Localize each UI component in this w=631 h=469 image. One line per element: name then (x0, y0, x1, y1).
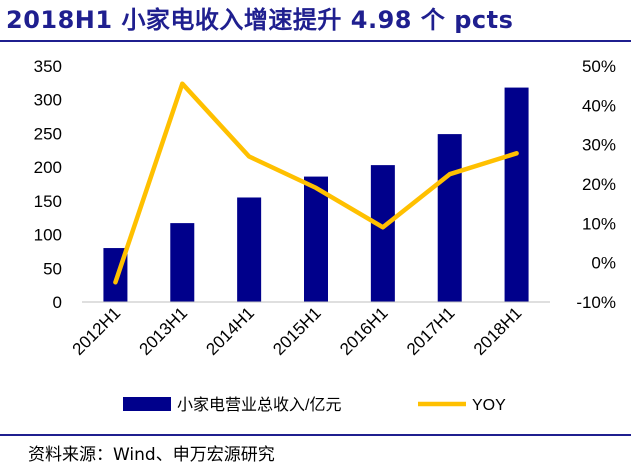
x-tick-label: 2014H1 (202, 303, 258, 359)
left-tick-label: 0 (53, 293, 62, 312)
right-axis: -10% 0% 10% 20% 30% 40% 50% (576, 57, 616, 312)
x-tick-label: 2018H1 (470, 303, 526, 359)
revenue-bar (237, 197, 262, 302)
revenue-bar (370, 165, 395, 302)
x-tick-label: 2016H1 (336, 303, 392, 359)
right-tick-label: 40% (582, 96, 616, 115)
left-tick-label: 300 (34, 91, 62, 110)
x-tick-label: 2015H1 (269, 303, 325, 359)
x-tick-label: 2012H1 (69, 303, 125, 359)
legend-bar-swatch (123, 397, 171, 411)
left-tick-label: 100 (34, 226, 62, 245)
right-tick-label: 10% (582, 214, 616, 233)
x-tick-label: 2017H1 (403, 303, 459, 359)
legend-bar-label: 小家电营业总收入/亿元 (177, 396, 341, 414)
revenue-chart: 0 50 100 150 200 250 300 350 -10% 0% 10% 20% 30% 40%… (34, 57, 616, 414)
source-note: 资料来源：Wind、申万宏源研究 (28, 445, 275, 465)
revenue-bar (170, 223, 195, 302)
left-tick-label: 200 (34, 158, 62, 177)
left-tick-label: 50 (43, 259, 62, 278)
left-tick-label: 150 (34, 192, 62, 211)
x-axis: 2012H1 2013H1 2014H1 2015H1 2016H1 2017H1 2018… (69, 303, 526, 359)
chart-title: 2018H1 小家电收入增速提升 4.98 个 pcts (6, 6, 514, 34)
bar-series (103, 87, 529, 302)
left-tick-label: 250 (34, 124, 62, 143)
left-tick-label: 350 (34, 57, 62, 76)
revenue-bar (504, 87, 529, 302)
right-tick-label: 50% (582, 57, 616, 76)
x-tick-label: 2013H1 (136, 303, 192, 359)
right-tick-label: 30% (582, 136, 616, 155)
right-tick-label: 20% (582, 175, 616, 194)
right-tick-label: 0% (591, 254, 616, 273)
footer-divider (0, 434, 631, 436)
revenue-bar (437, 134, 462, 302)
left-axis: 0 50 100 150 200 250 300 350 (34, 57, 62, 312)
legend: 小家电营业总收入/亿元 YOY (123, 396, 506, 414)
title-divider (0, 40, 631, 42)
yoy-series (113, 81, 519, 285)
revenue-bar (304, 176, 328, 302)
right-tick-label: -10% (576, 293, 616, 312)
legend-line-label: YOY (472, 397, 506, 414)
